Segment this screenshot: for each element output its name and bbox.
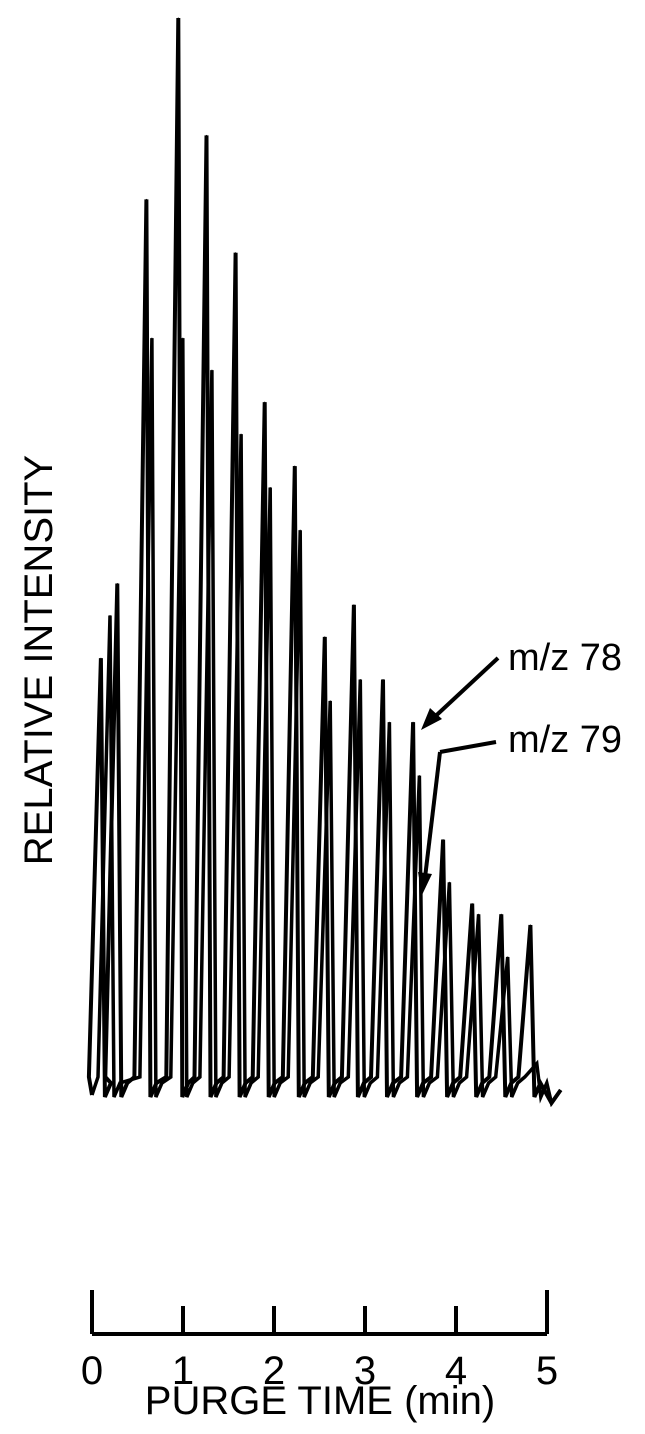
peak-point: [145, 198, 147, 200]
series-line-mz78: [86, 17, 563, 1107]
x-axis: 0 1 2 3 4 5: [81, 1290, 558, 1393]
peak-point: [182, 337, 184, 339]
peak-point: [100, 657, 102, 659]
peak-point: [116, 583, 118, 585]
peak-point: [240, 433, 242, 435]
x-tick-label: 5: [536, 1349, 558, 1393]
peak-point: [507, 956, 509, 958]
peak-point: [205, 134, 207, 136]
annotation-label: m/z 78: [508, 637, 622, 679]
x-tick-label: 0: [81, 1349, 103, 1393]
annotation-mz79: m/z 79: [418, 719, 622, 895]
x-tick-label: 3: [354, 1349, 376, 1393]
peak-point: [359, 679, 361, 681]
trace-group: [86, 17, 563, 1108]
peak-point: [388, 721, 390, 723]
peak-point: [151, 337, 153, 339]
arrowhead-icon: [418, 872, 432, 895]
peak-point: [177, 17, 179, 19]
peak-point: [269, 486, 271, 488]
peak-point: [500, 913, 502, 915]
peak-point: [294, 465, 296, 467]
peak-point: [382, 679, 384, 681]
y-axis-title: RELATIVE INTENSITY: [17, 455, 61, 865]
peak-point: [324, 636, 326, 638]
x-tick-label: 2: [263, 1349, 285, 1393]
peak-point: [109, 615, 111, 617]
annotation-label: m/z 79: [508, 719, 622, 761]
peak-point: [471, 903, 473, 905]
peak-point: [448, 881, 450, 883]
annotation-arrow-line: [422, 751, 442, 887]
peak-point: [211, 369, 213, 371]
peak-point: [529, 924, 531, 926]
peak-point: [536, 1063, 538, 1065]
series-line-mz79: [90, 338, 563, 1108]
arrowhead-icon: [421, 708, 442, 730]
annotation-arrow-line: [425, 656, 500, 726]
peak-point: [329, 700, 331, 702]
peak-point: [235, 252, 237, 254]
annotation-arrow-line: [439, 740, 497, 754]
x-tick-label: 4: [445, 1349, 467, 1393]
x-axis-title: PURGE TIME (min): [145, 1379, 495, 1423]
x-tick-label: 1: [172, 1349, 194, 1393]
peak-point: [478, 913, 480, 915]
peak-point: [412, 721, 414, 723]
peak-point: [264, 401, 266, 403]
peak-point: [442, 839, 444, 841]
peak-point: [418, 775, 420, 777]
annotation-mz78: m/z 78: [421, 637, 622, 730]
peak-point: [299, 529, 301, 531]
peak-point: [353, 604, 355, 606]
